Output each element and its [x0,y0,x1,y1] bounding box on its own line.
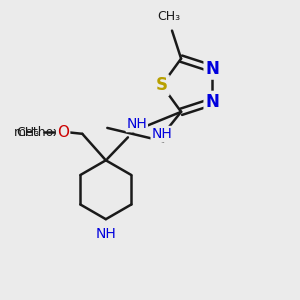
Text: CH₃: CH₃ [158,10,181,23]
Text: S: S [156,76,168,94]
Text: O: O [57,125,69,140]
Text: CH₃: CH₃ [16,126,40,139]
Text: N: N [206,60,219,78]
Text: NH: NH [152,127,172,141]
Text: N: N [206,93,219,111]
Text: methoxy: methoxy [14,126,68,139]
Text: NH: NH [95,226,116,241]
Text: NH: NH [126,117,147,131]
